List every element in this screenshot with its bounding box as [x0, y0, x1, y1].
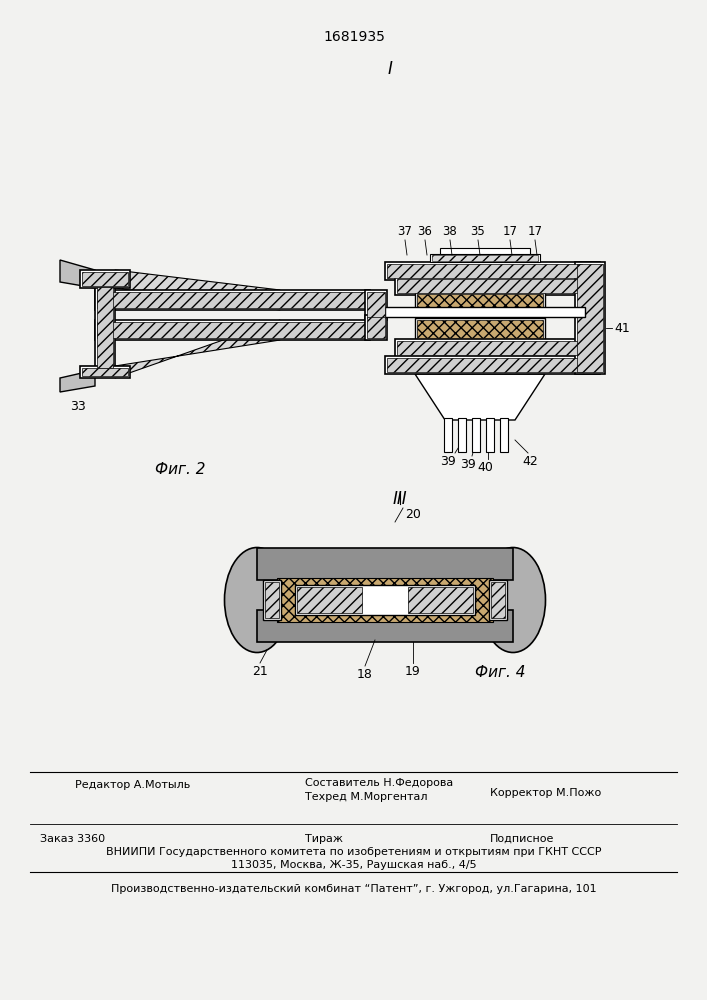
- FancyBboxPatch shape: [97, 287, 113, 368]
- Text: 113035, Москва, Ж-35, Раушская наб., 4/5: 113035, Москва, Ж-35, Раушская наб., 4/5: [231, 860, 477, 870]
- Text: 40: 40: [477, 461, 493, 474]
- Text: 41: 41: [614, 322, 630, 334]
- Text: 17: 17: [503, 225, 518, 238]
- FancyBboxPatch shape: [491, 582, 505, 618]
- Text: 39: 39: [440, 455, 456, 468]
- Polygon shape: [60, 370, 95, 392]
- FancyBboxPatch shape: [395, 339, 580, 357]
- Polygon shape: [115, 270, 280, 310]
- Text: 1681935: 1681935: [323, 30, 385, 44]
- Text: Составитель Н.Федорова: Составитель Н.Федорова: [305, 778, 453, 788]
- Polygon shape: [60, 260, 95, 288]
- Text: 33: 33: [70, 400, 86, 413]
- FancyBboxPatch shape: [263, 580, 281, 620]
- FancyBboxPatch shape: [365, 290, 387, 320]
- Text: Техред М.Моргентал: Техред М.Моргентал: [305, 792, 428, 802]
- Ellipse shape: [225, 548, 289, 652]
- FancyBboxPatch shape: [82, 272, 128, 286]
- Text: 19: 19: [405, 665, 421, 678]
- Text: 34: 34: [342, 298, 358, 312]
- FancyBboxPatch shape: [575, 262, 605, 374]
- Text: 36: 36: [418, 225, 433, 238]
- FancyBboxPatch shape: [385, 307, 585, 317]
- Text: 21: 21: [252, 665, 268, 678]
- Text: Фиг. 2: Фиг. 2: [155, 462, 205, 477]
- Text: 20: 20: [405, 508, 421, 521]
- Text: Редактор А.Мотыль: Редактор А.Мотыль: [75, 780, 190, 790]
- FancyBboxPatch shape: [432, 255, 538, 261]
- FancyBboxPatch shape: [97, 322, 368, 338]
- FancyBboxPatch shape: [472, 418, 480, 452]
- FancyBboxPatch shape: [385, 356, 600, 374]
- FancyBboxPatch shape: [415, 318, 545, 340]
- FancyBboxPatch shape: [95, 320, 370, 340]
- Text: 37: 37: [397, 225, 412, 238]
- FancyBboxPatch shape: [95, 290, 370, 310]
- FancyBboxPatch shape: [365, 315, 387, 340]
- FancyBboxPatch shape: [297, 587, 362, 613]
- Text: ВНИИПИ Государственного комитета по изобретениям и открытиям при ГКНТ СССР: ВНИИПИ Государственного комитета по изоб…: [106, 847, 602, 857]
- Text: Производственно-издательский комбинат “Патент”, г. Ужгород, ул.Гагарина, 101: Производственно-издательский комбинат “П…: [111, 884, 597, 894]
- FancyBboxPatch shape: [257, 548, 513, 580]
- FancyBboxPatch shape: [417, 320, 543, 338]
- FancyBboxPatch shape: [367, 317, 385, 338]
- Polygon shape: [115, 320, 280, 378]
- FancyBboxPatch shape: [387, 264, 582, 278]
- Polygon shape: [415, 374, 545, 420]
- FancyBboxPatch shape: [408, 587, 473, 613]
- FancyBboxPatch shape: [277, 578, 493, 622]
- FancyBboxPatch shape: [489, 580, 507, 620]
- FancyBboxPatch shape: [385, 262, 600, 280]
- FancyBboxPatch shape: [395, 277, 580, 295]
- Text: Корректор М.Пожо: Корректор М.Пожо: [490, 788, 601, 798]
- FancyBboxPatch shape: [430, 254, 540, 262]
- Text: Подписное: Подписное: [490, 834, 554, 844]
- Text: I: I: [387, 60, 392, 78]
- Text: 17: 17: [527, 225, 542, 238]
- Text: III: III: [392, 490, 407, 508]
- FancyBboxPatch shape: [417, 294, 543, 308]
- FancyBboxPatch shape: [95, 285, 115, 370]
- FancyBboxPatch shape: [397, 341, 578, 355]
- FancyBboxPatch shape: [440, 248, 530, 254]
- FancyBboxPatch shape: [257, 610, 513, 642]
- FancyBboxPatch shape: [444, 418, 452, 452]
- FancyBboxPatch shape: [387, 358, 582, 372]
- FancyBboxPatch shape: [295, 585, 475, 615]
- FancyBboxPatch shape: [80, 366, 130, 378]
- FancyBboxPatch shape: [80, 270, 130, 288]
- Ellipse shape: [481, 548, 546, 652]
- FancyBboxPatch shape: [500, 418, 508, 452]
- Text: 39: 39: [460, 458, 476, 471]
- Text: Тираж: Тираж: [305, 834, 343, 844]
- Text: 18: 18: [357, 668, 373, 681]
- FancyBboxPatch shape: [577, 264, 603, 372]
- FancyBboxPatch shape: [486, 418, 494, 452]
- Text: 35: 35: [471, 225, 486, 238]
- Text: Фиг. 4: Фиг. 4: [475, 665, 525, 680]
- FancyBboxPatch shape: [265, 582, 279, 618]
- FancyBboxPatch shape: [367, 292, 385, 318]
- Text: 42: 42: [522, 455, 538, 468]
- Text: 38: 38: [443, 225, 457, 238]
- Text: Заказ 3360: Заказ 3360: [40, 834, 105, 844]
- FancyBboxPatch shape: [397, 279, 578, 293]
- FancyBboxPatch shape: [458, 418, 466, 452]
- FancyBboxPatch shape: [415, 292, 545, 310]
- FancyBboxPatch shape: [82, 368, 128, 376]
- FancyBboxPatch shape: [97, 292, 368, 308]
